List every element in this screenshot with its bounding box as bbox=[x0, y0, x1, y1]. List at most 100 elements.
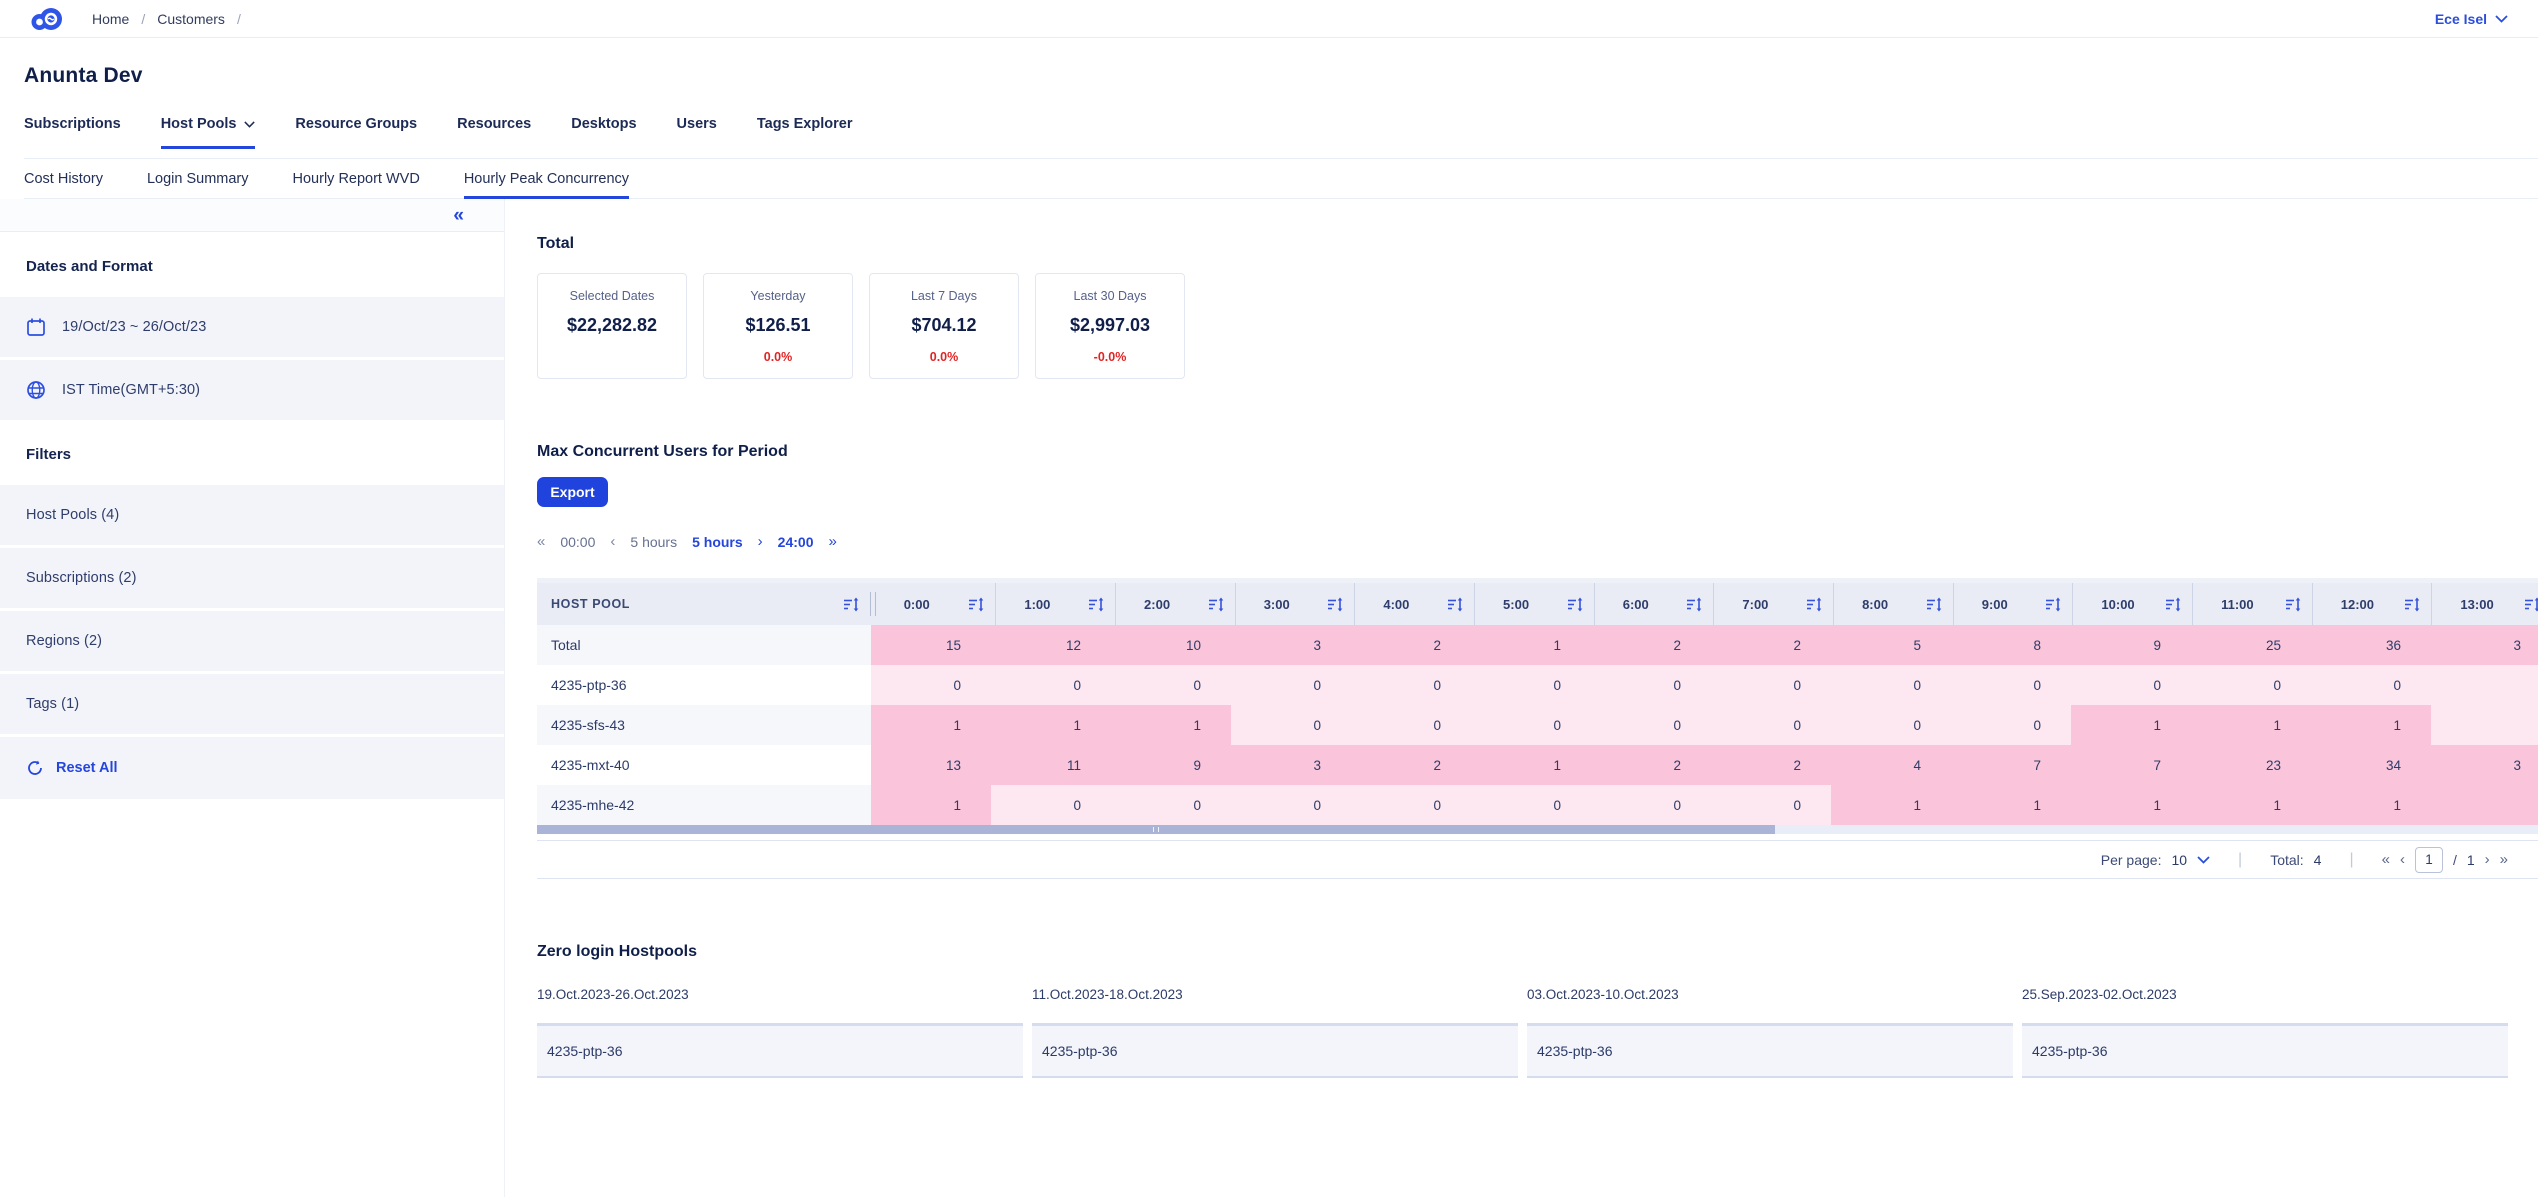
column-header-1-00[interactable]: 1:00 bbox=[995, 583, 1115, 625]
filter-label: Subscriptions (2) bbox=[26, 570, 137, 586]
table-row: 4235-mhe-421000000011111 bbox=[537, 785, 2538, 825]
timezone-selector[interactable]: IST Time(GMT+5:30) bbox=[0, 360, 504, 420]
period-label: 11.Oct.2023-18.Oct.2023 bbox=[1032, 987, 1518, 1002]
column-header-host-pool[interactable]: HOST POOL bbox=[537, 583, 870, 625]
breadcrumb-item-customers[interactable]: Customers bbox=[157, 11, 225, 27]
card-value: $704.12 bbox=[870, 315, 1018, 336]
sort-icon[interactable] bbox=[1567, 597, 1584, 612]
current-page-input[interactable]: 1 bbox=[2415, 847, 2443, 873]
hour-header-label: 5:00 bbox=[1503, 597, 1529, 612]
column-header-3-00[interactable]: 3:00 bbox=[1235, 583, 1355, 625]
column-header-9-00[interactable]: 9:00 bbox=[1953, 583, 2073, 625]
value-cell: 8 bbox=[1951, 625, 2071, 665]
filter-row-host[interactable]: Host Pools (4) bbox=[0, 485, 504, 545]
sort-icon[interactable] bbox=[2285, 597, 2302, 612]
per-page-value[interactable]: 10 bbox=[2171, 852, 2187, 868]
sort-icon[interactable] bbox=[2404, 597, 2421, 612]
filter-row-subscriptions[interactable]: Subscriptions (2) bbox=[0, 548, 504, 608]
value-cell: 0 bbox=[1231, 705, 1351, 745]
hour-header-label: 4:00 bbox=[1383, 597, 1409, 612]
summary-card-last-7-days: Last 7 Days$704.120.0% bbox=[869, 273, 1019, 379]
chevron-down-icon bbox=[244, 121, 255, 128]
timezone-value: IST Time(GMT+5:30) bbox=[62, 382, 200, 398]
sort-icon[interactable] bbox=[1327, 597, 1344, 612]
first-page-icon[interactable]: « bbox=[2382, 851, 2390, 868]
hostpool-card[interactable]: 4235-ptp-36 bbox=[2022, 1023, 2508, 1078]
value-cell: 0 bbox=[2311, 665, 2431, 705]
column-header-5-00[interactable]: 5:00 bbox=[1474, 583, 1594, 625]
reset-all-button[interactable]: Reset All bbox=[0, 737, 504, 799]
host-pool-cell: 4235-mxt-40 bbox=[537, 745, 871, 785]
value-cell: 0 bbox=[1591, 705, 1711, 745]
tab-desktops[interactable]: Desktops bbox=[571, 116, 636, 148]
reset-all-label: Reset All bbox=[56, 760, 118, 776]
tab-resource-groups[interactable]: Resource Groups bbox=[295, 116, 417, 148]
sort-icon[interactable] bbox=[1208, 597, 1225, 612]
column-header-4-00[interactable]: 4:00 bbox=[1354, 583, 1474, 625]
per-page-chevron-down-icon[interactable] bbox=[2197, 856, 2210, 864]
value-cell: 1 bbox=[871, 785, 991, 825]
jump-end-icon[interactable]: » bbox=[828, 533, 836, 550]
filter-label: Host Pools (4) bbox=[26, 507, 119, 523]
reset-icon bbox=[26, 759, 44, 777]
filter-row-regions[interactable]: Regions (2) bbox=[0, 611, 504, 671]
hostpool-card[interactable]: 4235-ptp-36 bbox=[537, 1023, 1023, 1078]
tab-users[interactable]: Users bbox=[677, 116, 717, 148]
subtab-cost-history[interactable]: Cost History bbox=[24, 159, 103, 198]
sort-icon[interactable] bbox=[2524, 597, 2538, 612]
export-button[interactable]: Export bbox=[537, 477, 608, 507]
sort-icon[interactable] bbox=[1926, 597, 1943, 612]
sort-icon[interactable] bbox=[968, 597, 985, 612]
user-menu[interactable]: Ece Isel bbox=[2435, 11, 2508, 27]
column-header-12-00[interactable]: 12:00 bbox=[2312, 583, 2432, 625]
sort-icon[interactable] bbox=[1088, 597, 1105, 612]
breadcrumb-item-home[interactable]: Home bbox=[92, 11, 129, 27]
step-back-label[interactable]: 5 hours bbox=[630, 534, 677, 550]
sort-icon[interactable] bbox=[1447, 597, 1464, 612]
tab-subscriptions[interactable]: Subscriptions bbox=[24, 116, 121, 148]
column-header-11-00[interactable]: 11:00 bbox=[2192, 583, 2312, 625]
step-back-icon[interactable]: ‹ bbox=[610, 533, 615, 550]
sort-icon[interactable] bbox=[843, 597, 860, 612]
subtab-hourly-report-wvd[interactable]: Hourly Report WVD bbox=[293, 159, 420, 198]
value-cell: 0 bbox=[1711, 785, 1831, 825]
table-horizontal-scrollbar[interactable] bbox=[537, 825, 2538, 834]
jump-start-icon[interactable]: « bbox=[537, 533, 545, 550]
step-forward-icon[interactable]: › bbox=[758, 533, 763, 550]
value-cell: 0 bbox=[1711, 705, 1831, 745]
value-cell: 0 bbox=[1951, 665, 2071, 705]
sort-icon[interactable] bbox=[2045, 597, 2062, 612]
date-range-selector[interactable]: 19/Oct/23 ~ 26/Oct/23 bbox=[0, 297, 504, 357]
subtab-login-summary[interactable]: Login Summary bbox=[147, 159, 249, 198]
tab-tags-explorer[interactable]: Tags Explorer bbox=[757, 116, 853, 148]
value-cell: 1 bbox=[991, 705, 1111, 745]
column-header-6-00[interactable]: 6:00 bbox=[1594, 583, 1714, 625]
filter-row-tags[interactable]: Tags (1) bbox=[0, 674, 504, 734]
sort-icon[interactable] bbox=[1686, 597, 1703, 612]
column-header-8-00[interactable]: 8:00 bbox=[1833, 583, 1953, 625]
column-header-7-00[interactable]: 7:00 bbox=[1713, 583, 1833, 625]
hour-header-label: 9:00 bbox=[1982, 597, 2008, 612]
next-page-icon[interactable]: › bbox=[2485, 851, 2490, 868]
sort-icon[interactable] bbox=[2165, 597, 2182, 612]
tab-host-pools[interactable]: Host Pools bbox=[161, 116, 256, 148]
step-forward-label[interactable]: 5 hours bbox=[692, 534, 743, 550]
last-page-icon[interactable]: » bbox=[2500, 851, 2508, 868]
column-header-13-00[interactable]: 13:00 bbox=[2431, 583, 2538, 625]
tab-resources[interactable]: Resources bbox=[457, 116, 531, 148]
hour-header-label: 6:00 bbox=[1623, 597, 1649, 612]
host-pool-header-label: HOST POOL bbox=[551, 597, 843, 611]
column-header-10-00[interactable]: 10:00 bbox=[2072, 583, 2192, 625]
value-cell: 12 bbox=[991, 625, 1111, 665]
sort-icon[interactable] bbox=[1806, 597, 1823, 612]
sidebar-collapse-icon[interactable]: « bbox=[453, 206, 464, 225]
column-header-2-00[interactable]: 2:00 bbox=[1115, 583, 1235, 625]
prev-page-icon[interactable]: ‹ bbox=[2400, 851, 2405, 868]
hostpool-card[interactable]: 4235-ptp-36 bbox=[1527, 1023, 2013, 1078]
subtab-hourly-peak-concurrency[interactable]: Hourly Peak Concurrency bbox=[464, 159, 629, 198]
scrollbar-thumb[interactable] bbox=[537, 825, 1775, 834]
column-header-0-00[interactable]: 0:00 bbox=[876, 583, 996, 625]
concurrency-heading: Max Concurrent Users for Period bbox=[537, 443, 2538, 461]
app-logo-icon[interactable] bbox=[30, 6, 64, 32]
hostpool-card[interactable]: 4235-ptp-36 bbox=[1032, 1023, 1518, 1078]
